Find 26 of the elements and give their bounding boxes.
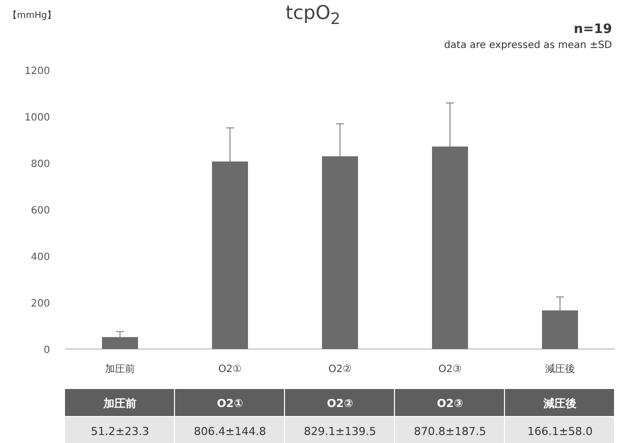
x-tick-label: 加圧前 <box>105 363 135 375</box>
category-label: O2③ <box>436 397 464 410</box>
data-label: 829.1±139.5 <box>304 425 376 438</box>
y-tick-label: 400 <box>30 252 50 263</box>
y-axis-title: 【mmHg】 <box>8 10 56 21</box>
category-label: 減圧後 <box>544 397 576 410</box>
y-tick-label: 1000 <box>24 112 50 124</box>
y-tick-label: 600 <box>30 206 50 216</box>
x-tick-label: O2① <box>218 364 242 375</box>
y-tick-label: 800 <box>30 159 50 170</box>
category-label: 加圧前 <box>104 397 136 410</box>
y-tick-label: 0 <box>44 345 50 356</box>
x-tick-label: 減圧後 <box>545 363 575 375</box>
category-label: O2① <box>216 397 244 410</box>
text: n=19 <box>574 22 612 37</box>
x-tick-label: O2② <box>328 364 352 375</box>
data-label: 51.2±23.3 <box>90 425 150 438</box>
chart-title: tcpO$_{2}$ <box>286 2 340 28</box>
data-label: 870.8±187.5 <box>414 425 486 438</box>
category-label: O2② <box>326 397 354 410</box>
data-label: 806.4±144.8 <box>194 425 266 438</box>
y-tick-label: 200 <box>30 298 50 310</box>
y-tick-label: 1200 <box>24 66 50 77</box>
data-label: 166.1±58.0 <box>527 425 593 438</box>
x-tick-label: O2③ <box>438 364 462 375</box>
text: data are expressed as mean ±SD <box>444 40 612 51</box>
